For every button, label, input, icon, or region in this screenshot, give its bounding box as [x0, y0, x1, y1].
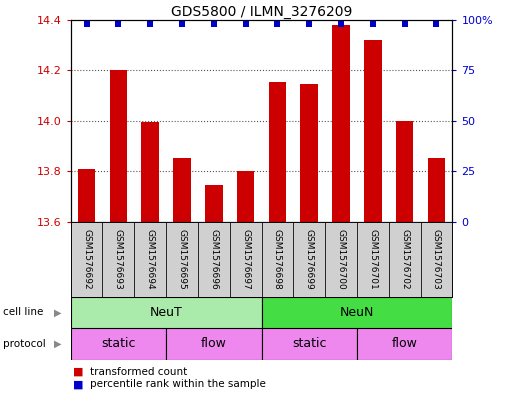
Bar	[141, 122, 159, 222]
Bar	[332, 25, 350, 222]
Text: GSM1576692: GSM1576692	[82, 229, 91, 290]
Bar	[71, 297, 262, 328]
Title: GDS5800 / ILMN_3276209: GDS5800 / ILMN_3276209	[171, 5, 352, 18]
Text: GSM1576697: GSM1576697	[241, 229, 250, 290]
Text: GSM1576695: GSM1576695	[177, 229, 187, 290]
Bar	[103, 222, 134, 297]
Bar	[71, 222, 103, 297]
Bar	[420, 222, 452, 297]
Text: static: static	[101, 337, 135, 351]
Text: percentile rank within the sample: percentile rank within the sample	[90, 379, 266, 389]
Text: static: static	[292, 337, 326, 351]
Text: GSM1576694: GSM1576694	[145, 229, 155, 290]
Bar	[134, 222, 166, 297]
Bar	[357, 328, 452, 360]
Text: GSM1576701: GSM1576701	[368, 229, 378, 290]
Bar	[166, 222, 198, 297]
Bar	[262, 328, 357, 360]
Bar	[269, 82, 286, 222]
Bar	[71, 328, 166, 360]
Bar	[428, 158, 445, 222]
Text: ■: ■	[73, 367, 84, 377]
Text: transformed count: transformed count	[90, 367, 188, 377]
Bar	[198, 222, 230, 297]
Text: ■: ■	[73, 379, 84, 389]
Bar	[262, 222, 293, 297]
Text: GSM1576696: GSM1576696	[209, 229, 218, 290]
Text: flow: flow	[392, 337, 417, 351]
Text: GSM1576700: GSM1576700	[336, 229, 346, 290]
Text: GSM1576702: GSM1576702	[400, 229, 409, 290]
Text: GSM1576698: GSM1576698	[273, 229, 282, 290]
Bar	[301, 84, 318, 222]
Text: GSM1576703: GSM1576703	[432, 229, 441, 290]
Bar	[389, 222, 420, 297]
Text: flow: flow	[201, 337, 226, 351]
Bar	[237, 171, 254, 222]
Bar	[166, 328, 262, 360]
Text: NeuN: NeuN	[340, 306, 374, 319]
Text: GSM1576693: GSM1576693	[114, 229, 123, 290]
Bar	[173, 158, 191, 222]
Bar	[396, 121, 413, 222]
Bar	[205, 185, 222, 222]
Bar	[78, 169, 95, 222]
Bar	[230, 222, 262, 297]
Bar	[110, 70, 127, 222]
Bar	[325, 222, 357, 297]
Bar	[364, 40, 382, 222]
Text: ▶: ▶	[54, 307, 62, 318]
Bar	[293, 222, 325, 297]
Bar	[262, 297, 452, 328]
Bar	[357, 222, 389, 297]
Text: NeuT: NeuT	[150, 306, 183, 319]
Text: ▶: ▶	[54, 339, 62, 349]
Text: cell line: cell line	[3, 307, 43, 318]
Text: GSM1576699: GSM1576699	[305, 229, 314, 290]
Text: protocol: protocol	[3, 339, 46, 349]
